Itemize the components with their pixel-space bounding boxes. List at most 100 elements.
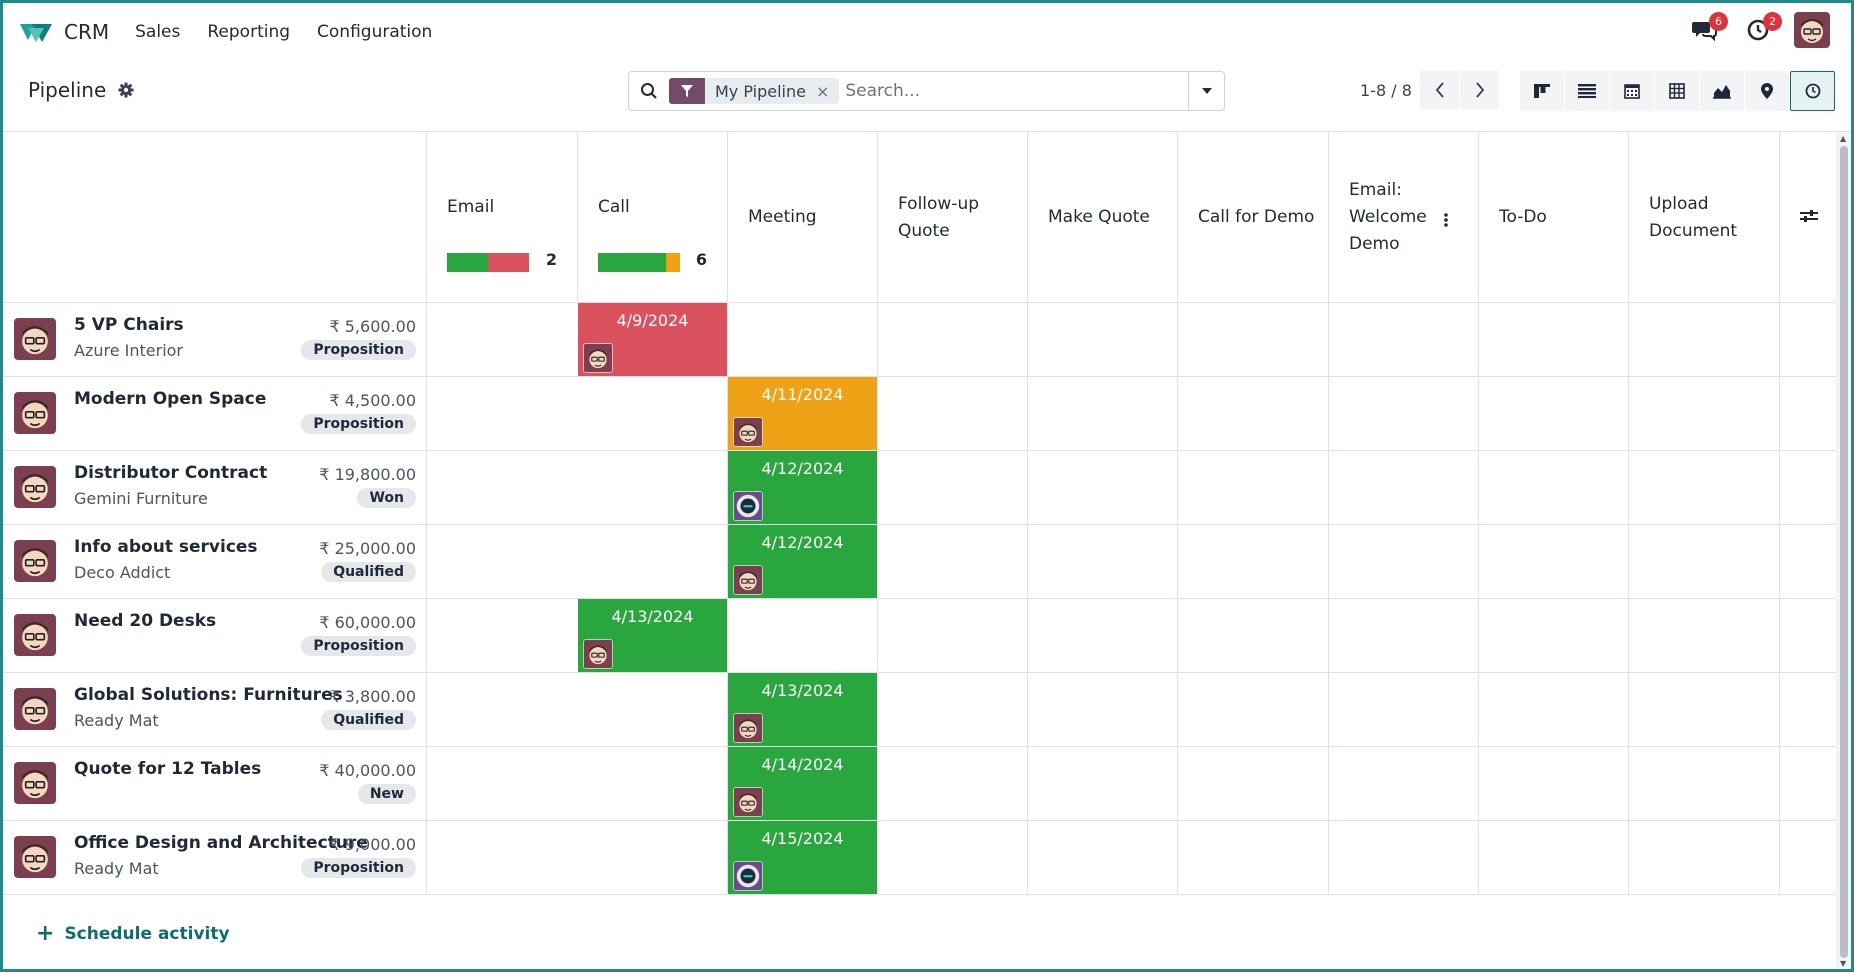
lead-cell[interactable]: Need 20 Desks ₹ 60,000.00 Proposition <box>3 599 427 672</box>
activity-assignee-avatar[interactable] <box>733 861 763 891</box>
activity-cell-today[interactable]: 4/11/2024 <box>728 377 877 450</box>
activity-cell[interactable] <box>1329 599 1479 672</box>
activity-cell[interactable] <box>1178 377 1329 450</box>
activity-cell[interactable] <box>878 525 1028 598</box>
activity-cell[interactable] <box>1329 451 1479 524</box>
progress-today[interactable] <box>666 253 680 272</box>
progress-overdue[interactable] <box>488 253 529 272</box>
schedule-activity-button[interactable]: + Schedule activity <box>36 921 230 946</box>
activity-cell-planned[interactable]: 4/14/2024 <box>728 747 877 820</box>
activity-cell[interactable] <box>1178 303 1329 376</box>
activity-cell[interactable] <box>1329 821 1479 894</box>
menu-sales[interactable]: Sales <box>135 22 181 42</box>
column-progress-bar[interactable] <box>598 253 680 272</box>
activity-cell[interactable] <box>728 303 878 376</box>
progress-planned[interactable] <box>447 253 488 272</box>
activity-cell[interactable] <box>878 451 1028 524</box>
activity-cell[interactable] <box>878 747 1028 820</box>
facet-remove-button[interactable]: × <box>815 81 830 101</box>
activity-assignee-avatar[interactable] <box>583 343 613 373</box>
activity-assignee-avatar[interactable] <box>733 491 763 521</box>
activity-cell[interactable] <box>1028 451 1178 524</box>
activity-cell[interactable] <box>1479 525 1629 598</box>
activity-assignee-avatar[interactable] <box>733 565 763 595</box>
column-header-call[interactable]: Call 6 <box>578 132 728 303</box>
activity-cell-overdue[interactable]: 4/9/2024 <box>578 303 727 376</box>
activity-cell[interactable] <box>1178 821 1329 894</box>
activity-cell[interactable] <box>1178 673 1329 746</box>
progress-planned[interactable] <box>598 253 667 272</box>
activity-cell[interactable] <box>1479 673 1629 746</box>
pager-previous-button[interactable] <box>1420 71 1460 109</box>
activity-cell[interactable] <box>728 525 878 598</box>
activity-cell[interactable] <box>1629 303 1780 376</box>
activity-cell[interactable] <box>1028 525 1178 598</box>
activity-assignee-avatar[interactable] <box>733 787 763 817</box>
activity-cell[interactable] <box>728 673 878 746</box>
activity-cell[interactable] <box>728 747 878 820</box>
activity-cell[interactable] <box>1629 747 1780 820</box>
activity-cell-planned[interactable]: 4/13/2024 <box>728 673 877 746</box>
activity-cell[interactable] <box>1028 673 1178 746</box>
gear-icon[interactable] <box>118 82 134 98</box>
activity-cell[interactable] <box>728 821 878 894</box>
lead-cell[interactable]: Quote for 12 Tables ₹ 40,000.00 New <box>3 747 427 820</box>
activity-cell[interactable] <box>728 377 878 450</box>
activity-cell[interactable] <box>878 673 1028 746</box>
activity-cell[interactable] <box>578 673 728 746</box>
activity-cell[interactable] <box>878 821 1028 894</box>
calendar-view-button[interactable] <box>1610 71 1655 111</box>
scroll-down-arrow-icon[interactable]: ▼ <box>1840 959 1847 968</box>
activity-cell[interactable] <box>1178 525 1329 598</box>
scroll-up-arrow-icon[interactable]: ▲ <box>1840 134 1847 143</box>
activity-cell-planned[interactable]: 4/12/2024 <box>728 451 877 524</box>
activity-cell[interactable] <box>878 599 1028 672</box>
search-input[interactable] <box>839 73 1188 109</box>
activity-cell[interactable] <box>578 303 728 376</box>
activity-cell[interactable] <box>1629 377 1780 450</box>
menu-reporting[interactable]: Reporting <box>207 22 291 42</box>
app-brand[interactable]: CRM <box>18 18 135 46</box>
activity-assignee-avatar[interactable] <box>733 713 763 743</box>
activity-cell[interactable] <box>1629 599 1780 672</box>
activity-cell[interactable] <box>1780 599 1837 672</box>
activity-cell[interactable] <box>1329 747 1479 820</box>
activity-cell[interactable] <box>1028 747 1178 820</box>
column-header-meeting[interactable]: Meeting <box>728 132 878 303</box>
activity-cell[interactable] <box>578 747 728 820</box>
column-header-follow-up-quote[interactable]: Follow-up Quote <box>878 132 1028 303</box>
messages-button[interactable]: 6 <box>1686 10 1728 50</box>
scroll-thumb[interactable] <box>1840 146 1848 958</box>
activity-cell[interactable] <box>1629 673 1780 746</box>
search-options-toggle[interactable] <box>1188 72 1224 110</box>
activity-cell-planned[interactable]: 4/15/2024 <box>728 821 877 894</box>
column-header-email[interactable]: Email 2 <box>427 132 578 303</box>
activity-cell[interactable] <box>1479 303 1629 376</box>
activity-cell[interactable] <box>1629 821 1780 894</box>
activity-cell[interactable] <box>1479 599 1629 672</box>
activity-cell[interactable] <box>1629 525 1780 598</box>
list-view-button[interactable] <box>1565 71 1610 111</box>
vertical-scrollbar[interactable]: ▲ ▼ <box>1836 132 1852 970</box>
activity-cell[interactable] <box>1178 747 1329 820</box>
activities-button[interactable]: 2 <box>1740 10 1782 50</box>
activity-cell-planned[interactable]: 4/13/2024 <box>578 599 727 672</box>
map-view-button[interactable] <box>1745 71 1790 111</box>
activity-cell[interactable] <box>1629 451 1780 524</box>
activity-cell[interactable] <box>578 451 728 524</box>
column-header-email-welcome-demo[interactable]: Email: Welcome Demo <box>1329 132 1479 303</box>
menu-configuration[interactable]: Configuration <box>317 22 433 42</box>
activity-cell-planned[interactable]: 4/12/2024 <box>728 525 877 598</box>
column-header-make-quote[interactable]: Make Quote <box>1028 132 1178 303</box>
activity-view-button[interactable] <box>1790 71 1835 111</box>
lead-cell[interactable]: Modern Open Space ₹ 4,500.00 Proposition <box>3 377 427 450</box>
activity-cell[interactable] <box>878 377 1028 450</box>
activity-cell[interactable] <box>1780 451 1837 524</box>
activity-assignee-avatar[interactable] <box>583 639 613 669</box>
column-header-upload-document[interactable]: Upload Document <box>1629 132 1780 303</box>
activity-cell[interactable] <box>1178 599 1329 672</box>
column-header-to-do[interactable]: To-Do <box>1479 132 1629 303</box>
activity-cell[interactable] <box>878 303 1028 376</box>
pager-value[interactable]: 1-8 / 8 <box>1360 81 1412 100</box>
activity-cell[interactable] <box>1780 525 1837 598</box>
